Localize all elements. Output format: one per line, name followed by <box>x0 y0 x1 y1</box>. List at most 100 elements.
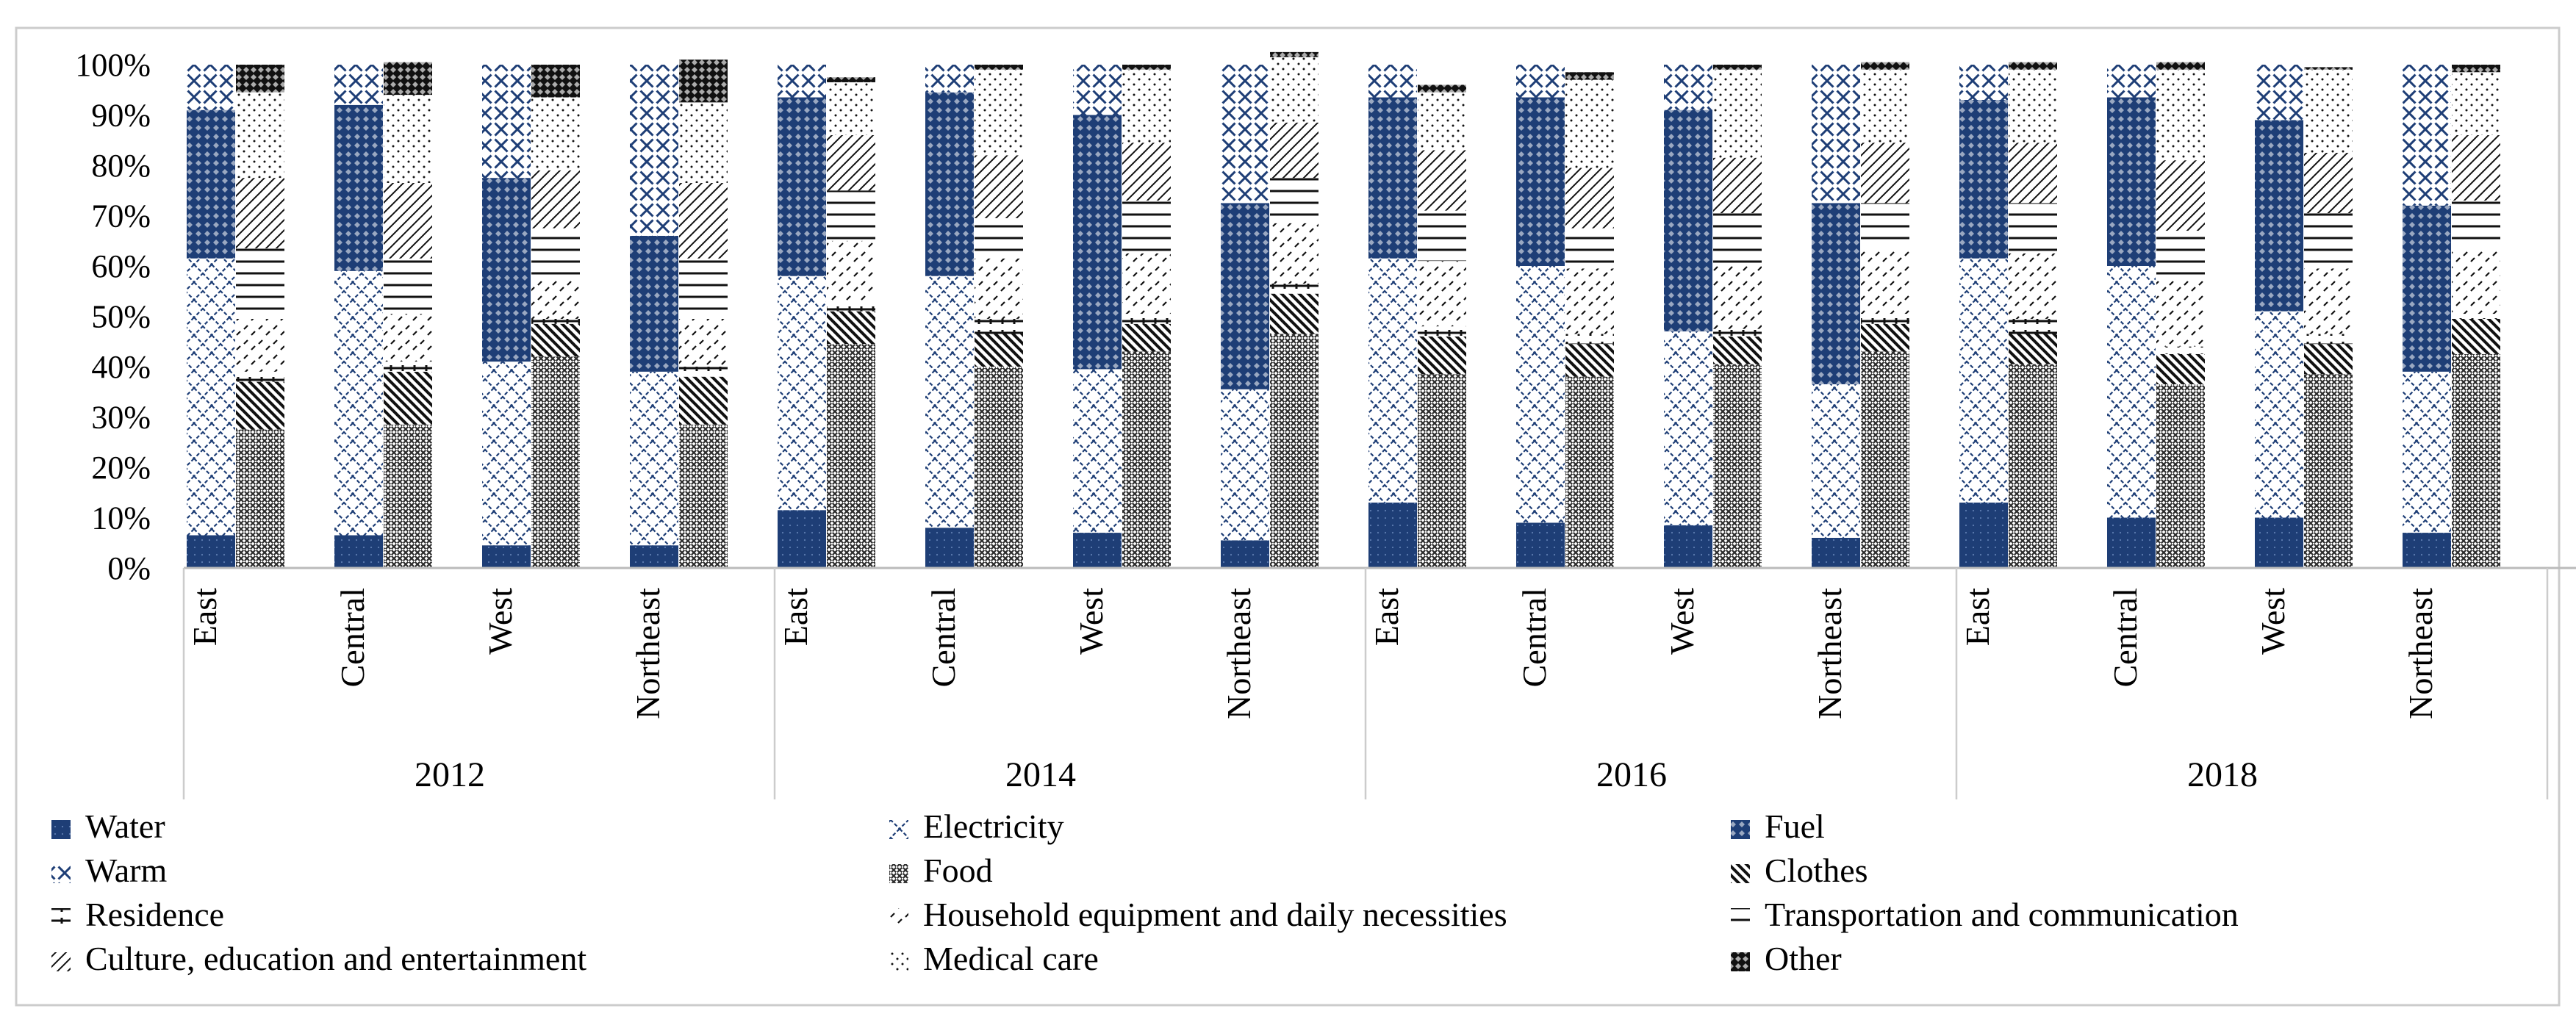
legend-swatch-residence <box>51 908 71 927</box>
bar-segment-other-2012-northeast-consumption <box>679 60 728 103</box>
bar-segment-warm-2012-east-energy <box>187 65 235 110</box>
bar-segment-household-equipment-and-daily-necessities-2012-central-consumption <box>384 314 432 362</box>
bar-segment-food-2012-central-consumption <box>384 424 432 568</box>
legend-label-warm: Warm <box>85 852 167 889</box>
bar-segment-residence-2014-east-consumption <box>827 301 875 312</box>
bar-segment-fuel-2018-northeast-energy <box>2403 205 2451 372</box>
bar-segment-transportation-and-communication-2016-west-consumption <box>1713 213 1762 264</box>
legend-label-clothes: Clothes <box>1765 852 1868 889</box>
bar-segment-water-2018-west-energy <box>2255 517 2303 568</box>
bar-segment-clothes-2016-west-consumption <box>1713 336 1762 364</box>
bar-segment-clothes-2014-east-consumption <box>827 311 875 345</box>
bar-segment-medical-care-2016-east-consumption <box>1418 92 1466 151</box>
legend-label-household-equipment-and-daily-necessities: Household equipment and daily necessitie… <box>923 896 1507 933</box>
region-label: Northeast <box>1811 588 1848 719</box>
bar-segment-household-equipment-and-daily-necessities-2016-west-consumption <box>1713 263 1762 329</box>
bar-segment-household-equipment-and-daily-necessities-2014-northeast-consumption <box>1270 223 1319 284</box>
bar-segment-medical-care-2014-central-consumption <box>975 69 1023 156</box>
bar-segment-fuel-2018-central-energy <box>2107 97 2156 266</box>
bar-segment-transportation-and-communication-2018-east-consumption <box>2009 203 2057 253</box>
region-label: West <box>1663 588 1701 655</box>
bar-segment-transportation-and-communication-2012-northeast-consumption <box>679 258 728 319</box>
bar-segment-water-2012-northeast-energy <box>630 545 678 568</box>
bar-segment-clothes-2012-west-consumption <box>531 323 580 357</box>
bar-segment-clothes-2018-west-consumption <box>2304 344 2353 375</box>
bar-segment-residence-2014-northeast-consumption <box>1270 283 1319 294</box>
bar-segment-fuel-2012-west-energy <box>482 178 531 362</box>
region-label: East <box>777 588 814 646</box>
bar-segment-culture-education-and-entertainment-2014-northeast-consumption <box>1270 122 1319 179</box>
legend-label-electricity: Electricity <box>923 808 1064 845</box>
bar-segment-culture-education-and-entertainment-2018-west-consumption <box>2304 152 2353 214</box>
bar-segment-electricity-2018-northeast-energy <box>2403 371 2451 533</box>
bar-segment-household-equipment-and-daily-necessities-2012-west-consumption <box>531 281 580 319</box>
bar-segment-warm-2014-northeast-energy <box>1221 65 1269 204</box>
y-tick-label: 10% <box>91 500 151 536</box>
bar-segment-warm-2014-east-energy <box>778 65 826 98</box>
bar-segment-fuel-2016-east-energy <box>1368 97 1417 259</box>
bar-segment-electricity-2014-northeast-energy <box>1221 389 1269 541</box>
y-tick-label: 30% <box>91 400 151 436</box>
bar-segment-clothes-2014-west-consumption <box>1122 323 1171 352</box>
bar-segment-food-2016-central-consumption <box>1565 376 1614 568</box>
bar-segment-medical-care-2012-central-consumption <box>384 95 432 183</box>
legend-label-culture-education-and-entertainment: Culture, education and entertainment <box>85 940 586 977</box>
bar-segment-culture-education-and-entertainment-2018-central-consumption <box>2156 160 2205 231</box>
bar-segment-clothes-2016-east-consumption <box>1418 336 1466 375</box>
bar-segment-food-2014-northeast-consumption <box>1270 334 1319 568</box>
bar-segment-clothes-2016-northeast-consumption <box>1861 323 1909 352</box>
bar-segment-household-equipment-and-daily-necessities-2014-east-consumption <box>827 240 875 301</box>
bar-segment-household-equipment-and-daily-necessities-2016-northeast-consumption <box>1861 248 1909 314</box>
bar-segment-food-2018-east-consumption <box>2009 364 2057 568</box>
bar-segment-clothes-2018-central-consumption <box>2156 353 2205 384</box>
bar-segment-fuel-2014-east-energy <box>778 97 826 276</box>
bar-segment-electricity-2014-central-energy <box>925 276 974 528</box>
bar-segment-warm-2018-northeast-energy <box>2403 65 2451 206</box>
bar-segment-fuel-2016-northeast-energy <box>1812 203 1860 384</box>
bar-segment-electricity-2016-northeast-energy <box>1812 384 1860 538</box>
legend-swatch-culture-education-and-entertainment <box>51 952 71 971</box>
bar-segment-residence-2016-east-consumption <box>1418 326 1466 337</box>
bar-segment-electricity-2018-west-energy <box>2255 311 2303 518</box>
bar-segment-household-equipment-and-daily-necessities-2018-west-consumption <box>2304 268 2353 334</box>
bar-segment-other-2018-central-consumption <box>2156 62 2205 70</box>
y-tick-label: 80% <box>91 148 151 184</box>
bar-segment-culture-education-and-entertainment-2016-central-consumption <box>1565 168 1614 229</box>
bar-segment-transportation-and-communication-2012-central-consumption <box>384 258 432 314</box>
bar-segment-electricity-2012-northeast-energy <box>630 371 678 546</box>
bar-segment-fuel-2018-west-energy <box>2255 120 2303 312</box>
legend-swatch-fuel <box>1731 820 1750 839</box>
bar-segment-household-equipment-and-daily-necessities-2014-central-consumption <box>975 258 1023 319</box>
bar-segment-residence-2012-east-consumption <box>236 371 284 382</box>
bar-segment-medical-care-2014-east-consumption <box>827 82 875 135</box>
bar-segment-fuel-2016-central-energy <box>1516 97 1565 266</box>
bar-segment-food-2014-east-consumption <box>827 344 875 568</box>
legend: Water Electricity Fuel Warm Food Clothes Resid… <box>51 808 2239 977</box>
legend-label-other: Other <box>1765 940 1842 977</box>
bar-segment-residence-2016-central-consumption <box>1565 334 1614 345</box>
region-label: Central <box>925 588 962 687</box>
bar-segment-medical-care-2012-east-consumption <box>236 92 284 179</box>
legend-label-water: Water <box>85 808 165 845</box>
bars-layer <box>187 51 2500 568</box>
bar-segment-electricity-2018-east-energy <box>1959 258 2008 503</box>
bar-segment-residence-2016-west-consumption <box>1713 328 1762 337</box>
y-tick-label: 70% <box>91 198 151 234</box>
bar-segment-culture-education-and-entertainment-2012-central-consumption <box>384 182 432 259</box>
bar-segment-warm-2012-northeast-energy <box>630 65 678 236</box>
bar-segment-residence-2014-west-consumption <box>1122 314 1171 324</box>
bar-segment-food-2014-central-consumption <box>975 367 1023 568</box>
bar-segment-food-2012-east-consumption <box>236 429 284 568</box>
bar-segment-medical-care-2018-northeast-consumption <box>2452 72 2500 135</box>
legend-swatch-warm <box>51 864 71 883</box>
bar-segment-fuel-2014-central-energy <box>925 92 974 276</box>
bar-segment-household-equipment-and-daily-necessities-2016-central-consumption <box>1565 268 1614 334</box>
bar-segment-warm-2016-central-energy <box>1516 65 1565 98</box>
region-label: East <box>1368 588 1405 646</box>
bar-segment-household-equipment-and-daily-necessities-2014-west-consumption <box>1122 253 1171 314</box>
region-label: East <box>186 588 223 646</box>
bar-segment-water-2012-west-energy <box>482 545 531 568</box>
bar-segment-food-2018-northeast-consumption <box>2452 353 2500 568</box>
legend-swatch-food <box>889 864 908 883</box>
